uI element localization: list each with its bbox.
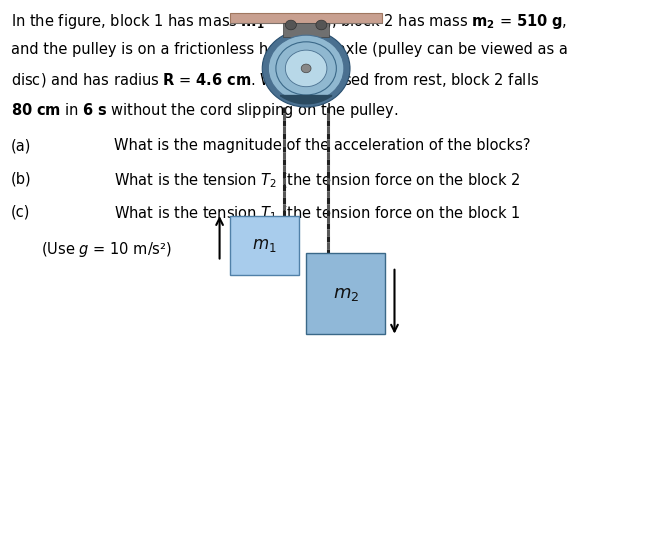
Bar (306, 253, 385, 334)
Text: What is the tension $T_2$ (the tension force on the block 2: What is the tension $T_2$ (the tension f… (114, 171, 521, 190)
Text: (c): (c) (11, 205, 30, 219)
Text: (b): (b) (11, 171, 31, 186)
Circle shape (285, 20, 296, 30)
Text: $m_1$: $m_1$ (252, 237, 276, 254)
Text: In the figure, block 1 has mass $\mathbf{m_1}$ = $\mathbf{480\ g}$, block 2 has : In the figure, block 1 has mass $\mathbf… (11, 12, 567, 31)
Text: (a): (a) (11, 138, 31, 153)
Circle shape (301, 64, 311, 73)
Bar (283, 23, 330, 37)
Text: (Use $g$ = 10 m/s²): (Use $g$ = 10 m/s²) (41, 240, 172, 259)
Text: and the pulley is on a frictionless horizontal axle (pulley can be viewed as a: and the pulley is on a frictionless hori… (11, 42, 568, 57)
Text: $m_2$: $m_2$ (333, 285, 359, 302)
Circle shape (263, 30, 350, 107)
Bar (230, 13, 383, 23)
Text: $\mathbf{80\ cm}$ in $\mathbf{6\ s}$ without the cord slipping on the pulley.: $\mathbf{80\ cm}$ in $\mathbf{6\ s}$ wit… (11, 101, 398, 120)
Polygon shape (280, 95, 332, 104)
Circle shape (269, 35, 344, 102)
Text: What is the magnitude of the acceleration of the blocks?: What is the magnitude of the acceleratio… (114, 138, 530, 153)
Text: What is the tension $T_1$ (the tension force on the block 1: What is the tension $T_1$ (the tension f… (114, 205, 521, 223)
Bar (230, 216, 299, 275)
Text: disc) and has radius $\mathbf{R}$ = $\mathbf{4.6\ cm}$. When released from rest,: disc) and has radius $\mathbf{R}$ = $\ma… (11, 71, 538, 89)
Circle shape (316, 20, 327, 30)
Circle shape (285, 50, 327, 87)
